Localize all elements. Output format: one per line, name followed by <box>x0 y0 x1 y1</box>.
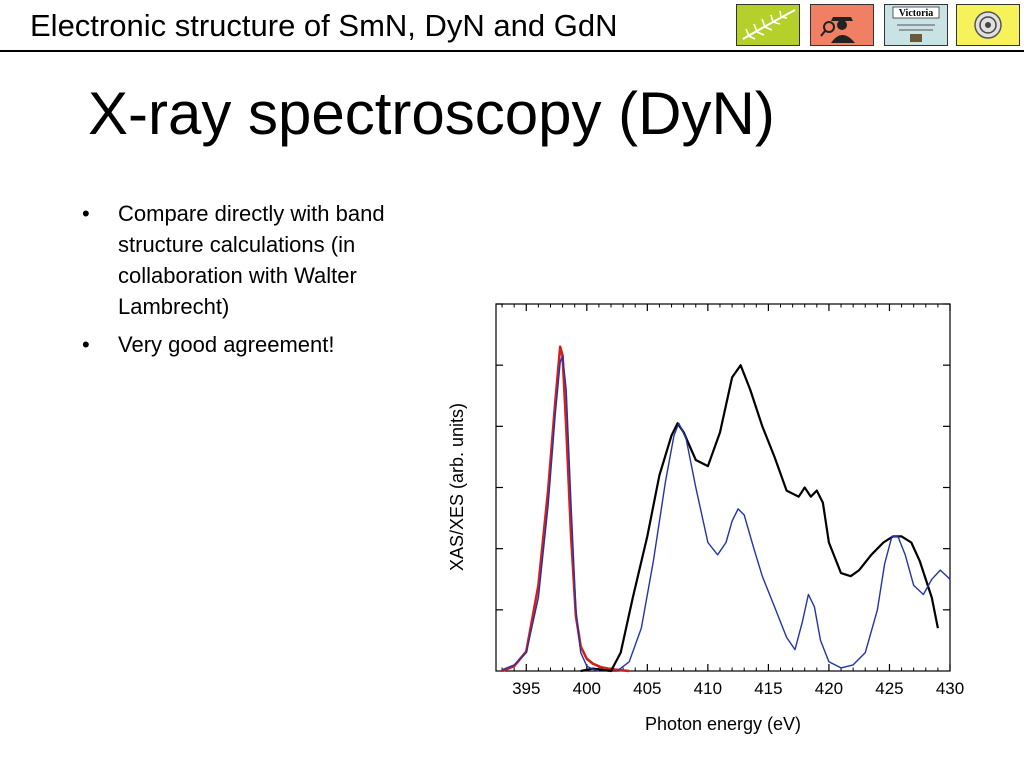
slide-title: X-ray spectroscopy (DyN) <box>88 80 775 147</box>
spiral-icon <box>957 5 1019 45</box>
x-tick-label: 410 <box>694 679 722 698</box>
presentation-title: Electronic structure of SmN, DyN and GdN <box>30 8 618 43</box>
bullet-item: • Very good agreement! <box>82 329 442 360</box>
x-axis-ticks: 395 400 405 410 415 420 425 430 <box>501 304 964 698</box>
svg-text:Victoria: Victoria <box>899 8 934 19</box>
detective-icon <box>811 5 873 45</box>
spectrum-chart: 395 400 405 410 415 420 425 430 Photon energy (… <box>447 303 964 734</box>
x-tick-label: 420 <box>815 679 843 698</box>
bullet-marker: • <box>82 201 90 226</box>
detective-logo <box>810 4 874 46</box>
x-axis-label: Photon energy (eV) <box>645 714 801 734</box>
fern-icon <box>737 5 799 45</box>
fern-logo <box>736 4 800 46</box>
x-tick-label: 430 <box>936 679 964 698</box>
y-axis-label: XAS/XES (arb. units) <box>447 403 467 571</box>
y-axis-ticks <box>496 303 950 611</box>
bullet-item: • Compare directly with band structure ca… <box>82 198 442 322</box>
series-exp <box>580 364 939 673</box>
series-xes_calc <box>501 355 600 672</box>
victoria-logo: Victoria <box>884 4 948 46</box>
bullet-list: • Compare directly with band structure ca… <box>82 198 442 367</box>
bullet-marker: • <box>82 332 90 357</box>
series-calc <box>616 422 951 672</box>
header-divider <box>0 50 1024 52</box>
x-tick-label: 415 <box>754 679 782 698</box>
x-tick-label: 405 <box>633 679 661 698</box>
victoria-crest-icon: Victoria <box>885 5 947 45</box>
series-layer <box>501 345 951 673</box>
spiral-logo <box>956 4 1020 46</box>
x-tick-label: 400 <box>573 679 601 698</box>
x-tick-label: 395 <box>512 679 540 698</box>
series-xes_exp <box>501 345 630 673</box>
x-tick-label: 425 <box>875 679 903 698</box>
plot-frame <box>495 303 951 672</box>
